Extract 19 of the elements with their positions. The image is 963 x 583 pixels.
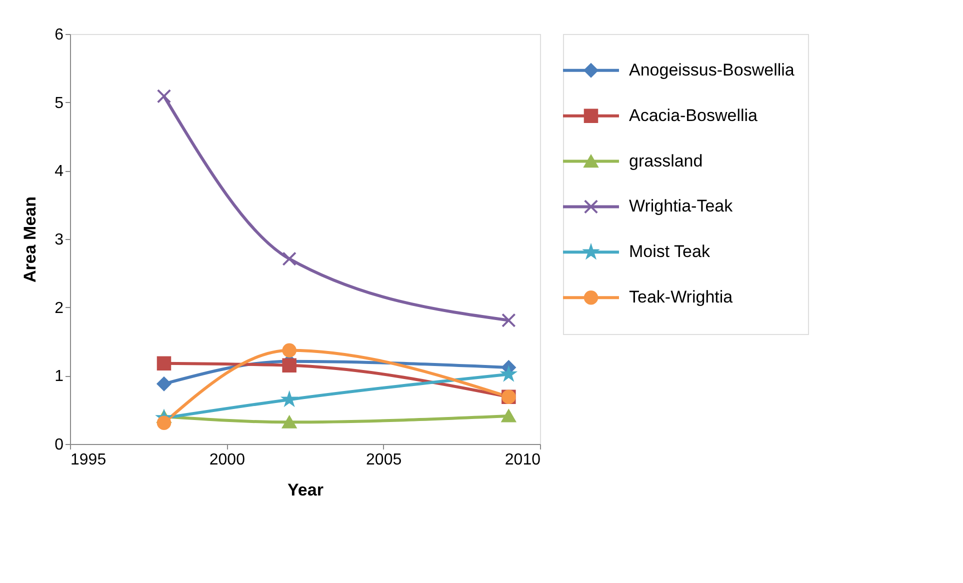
y-tick-label: 2 [54, 300, 64, 317]
x-tick-label: 2005 [366, 452, 402, 468]
y-tick-label: 4 [54, 163, 64, 180]
y-tick-label: 1 [54, 368, 64, 386]
x-tick-label: 2010 [504, 452, 541, 468]
legend-label: Anogeissus-Boswellia [629, 60, 795, 80]
legend-label: Teak-Wrightia [629, 288, 734, 307]
y-tick-label: 0 [54, 436, 64, 454]
legend-label: grassland [629, 151, 703, 170]
x-axis-title: Year [288, 480, 324, 500]
y-tick-label: 5 [54, 94, 64, 112]
legend-label: Wrightia-Teak [629, 196, 734, 216]
legend-label: Acacia-Boswellia [629, 106, 758, 125]
y-tick-label: 6 [54, 26, 64, 44]
x-tick-label: 2000 [209, 452, 246, 468]
y-axis-title: Area Mean [20, 196, 40, 282]
x-tick-label: 1995 [70, 452, 106, 468]
legend-label: Moist Teak [629, 242, 710, 262]
y-tick-label: 3 [54, 232, 64, 248]
